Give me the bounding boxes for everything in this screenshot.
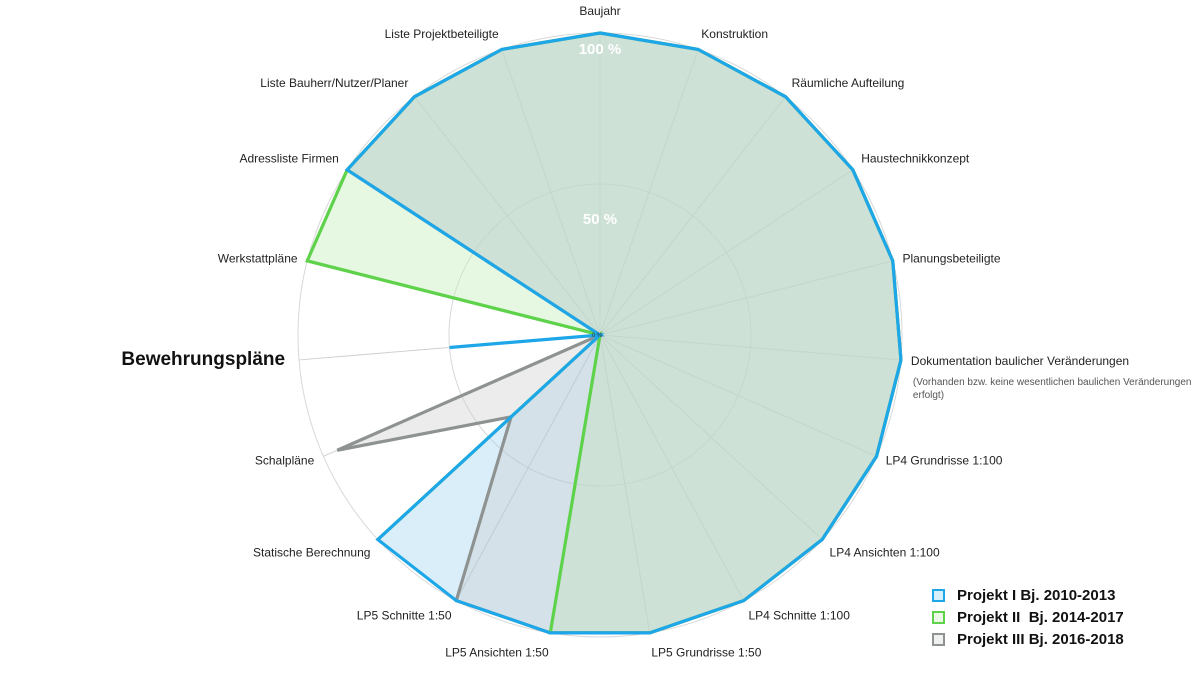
legend-swatch-projekt-1 <box>932 588 945 602</box>
category-label: LP5 Ansichten 1:50 <box>445 646 549 660</box>
category-label: LP4 Schnitte 1:100 <box>748 608 850 622</box>
category-label: LP4 Ansichten 1:100 <box>830 545 940 559</box>
legend: Projekt I Bj. 2010-2013 Projekt II Bj. 2… <box>932 584 1124 650</box>
grid-spoke <box>414 96 601 336</box>
legend-label-projekt-3: Projekt III Bj. 2016-2018 <box>957 630 1124 648</box>
category-label: Baujahr <box>579 4 620 18</box>
category-note: erfolgt) <box>913 390 944 401</box>
legend-swatch-projekt-3 <box>932 632 945 646</box>
legend-swatch-projekt-2 <box>932 610 945 624</box>
grid-spoke <box>455 334 601 601</box>
grid-spoke <box>599 334 745 601</box>
category-label: Planungsbeteiligte <box>902 251 1000 265</box>
category-label: Adressliste Firmen <box>239 151 338 165</box>
category-label: Werkstattpläne <box>218 251 298 265</box>
grid-spoke <box>599 260 893 336</box>
series-line-1 <box>344 31 903 635</box>
category-label: LP5 Grundrisse 1:50 <box>651 646 761 660</box>
category-label: Liste Bauherr/Nutzer/Planer <box>260 76 408 90</box>
legend-item-projekt-3: Projekt III Bj. 2016-2018 <box>932 628 1124 650</box>
category-label: Dokumentation baulicher Veränderungen <box>911 354 1129 368</box>
grid-spoke <box>599 334 823 540</box>
ring-label-100: 100 % <box>579 41 622 58</box>
grid-spoke <box>501 49 601 336</box>
grid-spoke <box>599 334 877 457</box>
category-label: Konstruktion <box>701 27 768 41</box>
grid-spoke <box>599 169 854 336</box>
category-note: (Vorhanden bzw. keine wesentlichen bauli… <box>913 377 1192 388</box>
grid-spoke <box>599 96 786 336</box>
category-label: LP4 Grundrisse 1:100 <box>886 453 1003 467</box>
center-label: 0 % <box>592 333 603 339</box>
category-label: Bewehrungspläne <box>121 349 285 370</box>
category-label: Schalpläne <box>255 453 315 467</box>
legend-item-projekt-1: Projekt I Bj. 2010-2013 <box>932 584 1124 606</box>
category-label: Statische Berechnung <box>253 545 370 559</box>
category-label: Liste Projektbeteiligte <box>385 27 499 41</box>
ring-label-50: 50 % <box>583 211 617 228</box>
category-label: Haustechnikkonzept <box>861 151 970 165</box>
series-fill-1 <box>347 33 901 633</box>
series-fill-3 <box>337 33 901 633</box>
legend-label-projekt-1: Projekt I Bj. 2010-2013 <box>957 586 1116 604</box>
category-label: Räumliche Aufteilung <box>792 76 905 90</box>
grid-spoke <box>599 334 902 361</box>
category-label: LP5 Schnitte 1:50 <box>357 608 452 622</box>
grid-spoke <box>599 334 651 633</box>
category-labels: 100 % 50 % 0 % Baujahr Konstruktion Räumliche… <box>121 4 1191 660</box>
grid-spoke <box>599 49 699 336</box>
series-fill-2 <box>307 33 901 633</box>
legend-item-projekt-2: Projekt II Bj. 2014-2017 <box>932 606 1124 628</box>
radar-series <box>305 31 903 635</box>
legend-label-projekt-2: Projekt II Bj. 2014-2017 <box>957 608 1124 626</box>
